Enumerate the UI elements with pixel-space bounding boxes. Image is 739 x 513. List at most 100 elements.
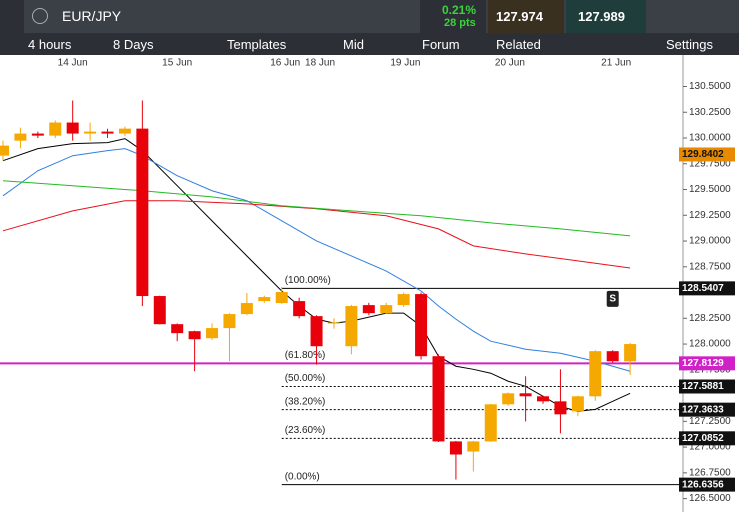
candle-body: [362, 305, 375, 314]
toolbar-item[interactable]: Templates: [227, 37, 287, 52]
candle-body: [537, 396, 550, 402]
x-tick-label: 21 Jun: [601, 58, 631, 69]
candle-body: [432, 356, 445, 442]
x-tick-label: 15 Jun: [162, 58, 192, 69]
moving-average: [2, 180, 631, 237]
candle-body: [31, 133, 44, 136]
fib-price-box: [679, 379, 735, 394]
header: EUR/JPY 0.21% 28 pts 127.974 127.989: [0, 0, 739, 33]
fib-label: (38.20%): [285, 396, 326, 407]
toolbar-item[interactable]: Related: [496, 37, 541, 52]
fib-label: (61.80%): [285, 350, 326, 361]
candle-body: [467, 441, 480, 452]
chart: 130.5000 130.2500 130.0000 129.7500 129.5000…: [0, 55, 735, 512]
indicator-tag-label: 129.8402: [682, 149, 724, 160]
candle-body: [153, 296, 166, 325]
candle-body: [554, 401, 567, 415]
fib-label: (100.00%): [285, 275, 331, 286]
y-tick-label: 129.7500: [689, 158, 731, 169]
candle-body: [14, 133, 27, 141]
candle-body: [327, 322, 340, 324]
x-tick-label: 16 Jun: [270, 58, 300, 69]
buy-box[interactable]: [566, 0, 646, 33]
y-tick-label: 127.2500: [689, 416, 731, 427]
change: 0.21%: [442, 3, 477, 17]
buy-price[interactable]: 127.989: [578, 9, 625, 24]
change-box: [420, 0, 486, 33]
y-tick-label: 128.7500: [689, 261, 731, 272]
fib-price-box-label: 127.8129: [682, 358, 724, 369]
sell-price[interactable]: 127.974: [496, 9, 543, 24]
x-tick-label: 19 Jun: [390, 58, 420, 69]
y-tick-label: 126.5000: [689, 493, 731, 504]
y-tick-label: 130.5000: [689, 81, 731, 92]
candle-body: [258, 297, 271, 302]
moving-average: [2, 148, 631, 372]
candle-body: [136, 128, 149, 297]
candle-body: [380, 305, 393, 314]
y-tick-label: 129.2500: [689, 210, 731, 221]
fib-price-box: [679, 356, 735, 371]
toolbar-item[interactable]: Mid: [343, 37, 364, 52]
fib-price-box: [679, 477, 735, 492]
toolbar-item[interactable]: Settings: [666, 37, 713, 52]
candle-body: [345, 306, 358, 347]
x-tick-label: 20 Jun: [495, 58, 525, 69]
candle-body: [84, 131, 97, 134]
fib-price-box: [679, 281, 735, 296]
toolbar-item[interactable]: 4 hours: [28, 37, 72, 52]
y-tick-label: 128.0000: [689, 339, 731, 350]
candle-body: [240, 303, 253, 315]
fib-price-box-label: 127.5881: [682, 381, 724, 392]
candle-body: [571, 396, 584, 412]
candle-body: [49, 122, 62, 136]
candle-body: [484, 404, 497, 442]
fib-price-box-label: 126.6356: [682, 479, 724, 490]
candle-body: [66, 122, 79, 134]
indicator-tag: [679, 147, 735, 162]
candle-body: [397, 294, 410, 306]
candle-body: [310, 316, 323, 347]
candle-body: [624, 344, 637, 362]
toolbar-item[interactable]: 8 Days: [113, 37, 154, 52]
fib-price-box-label: 127.3633: [682, 404, 724, 415]
candle-body: [589, 351, 602, 397]
candle-body: [415, 294, 428, 357]
x-tick-label: 14 Jun: [58, 58, 88, 69]
fib-price-box-label: 128.5407: [682, 283, 724, 294]
fib-price-box: [679, 431, 735, 446]
candle-body: [171, 324, 184, 334]
candle-body: [502, 393, 515, 405]
candle-body: [519, 393, 532, 397]
signal-label: S: [609, 293, 616, 304]
toolbar-item[interactable]: Forum: [422, 37, 460, 52]
fib-price-box: [679, 402, 735, 417]
sell-box[interactable]: [488, 0, 564, 33]
candle-body: [223, 314, 236, 329]
y-tick-label: 130.2500: [689, 107, 731, 118]
y-tick-label: 126.7500: [689, 467, 731, 478]
candle-body: [449, 441, 462, 455]
candle-body: [606, 351, 619, 362]
fib-label: (0.00%): [285, 471, 320, 482]
candle-body: [118, 128, 131, 134]
y-tick-label: 129.0000: [689, 236, 731, 247]
symbol[interactable]: EUR/JPY: [62, 8, 122, 24]
candle-body: [293, 301, 306, 317]
y-tick-label: 127.0000: [689, 442, 731, 453]
info-icon[interactable]: [32, 8, 48, 24]
fib-price-box-label: 127.0852: [682, 433, 724, 444]
menu-button[interactable]: [0, 0, 24, 33]
candle-body: [275, 292, 288, 304]
toolbar: 4 hours 8 Days Templates Mid Forum Related Set…: [0, 33, 739, 55]
candle-body: [0, 145, 9, 156]
y-tick-label: 128.2500: [689, 313, 731, 324]
y-tick-label: 130.0000: [689, 133, 731, 144]
x-tick-label: 18 Jun: [305, 58, 335, 69]
fib-label: (23.60%): [285, 425, 326, 436]
points: 28 pts: [444, 17, 476, 29]
candle-body: [206, 328, 219, 339]
y-tick-label: 129.5000: [689, 184, 731, 195]
candle-body: [188, 331, 201, 340]
